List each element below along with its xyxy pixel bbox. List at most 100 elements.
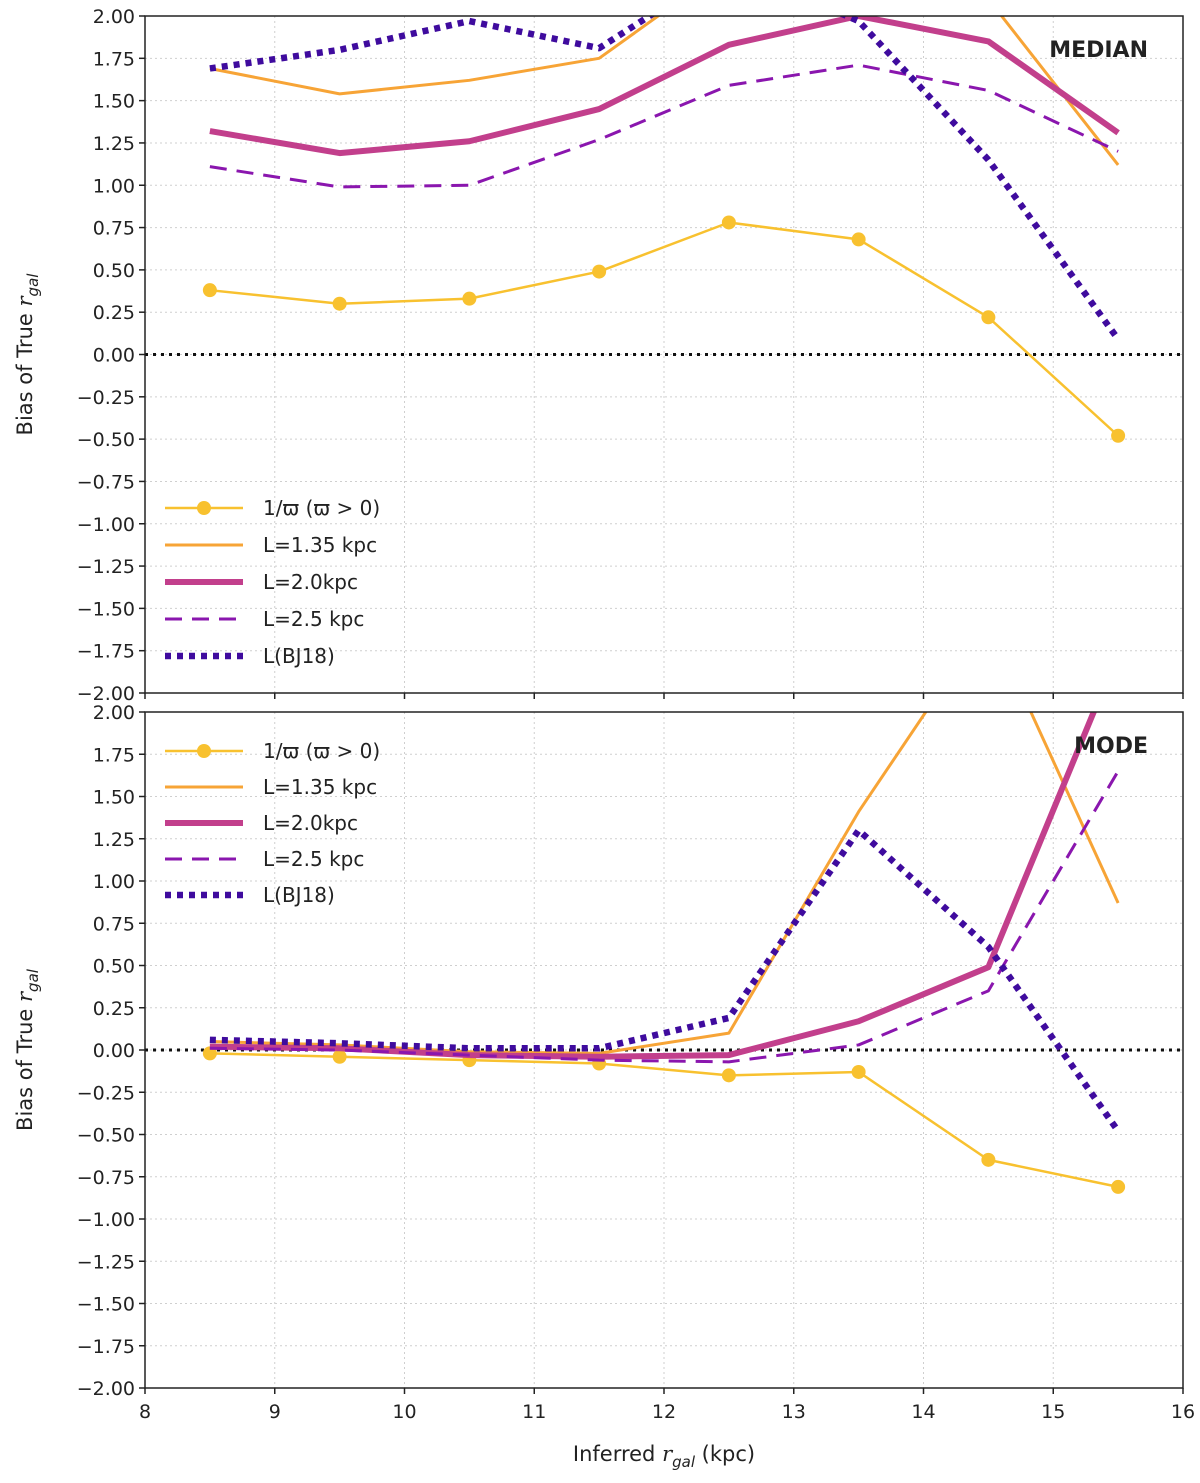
y-tick-label: 1.75 bbox=[93, 744, 135, 766]
legend-label-bj18: L(BJ18) bbox=[263, 883, 335, 907]
y-tick-label: 0.75 bbox=[93, 913, 135, 935]
mode-panel-label: MODE bbox=[1074, 734, 1148, 759]
x-tick-label: 8 bbox=[139, 1401, 151, 1423]
data-point-inv bbox=[1111, 428, 1126, 443]
mode-legend: 1/ϖ (ϖ > 0) L=1.35 kpc L=2.0kpc L=2.5 kpc L(… bbox=[165, 739, 380, 907]
median-series-layer bbox=[145, 16, 1183, 443]
y-tick-label: −0.25 bbox=[77, 387, 135, 409]
y-tick-label: −1.25 bbox=[77, 1251, 135, 1273]
legend-entry-l20: L=2.0kpc bbox=[165, 570, 358, 594]
mode-series-layer bbox=[145, 712, 1183, 1194]
x-tick-label: 9 bbox=[269, 1401, 281, 1423]
data-point-inv bbox=[592, 264, 607, 279]
series-line-l135 bbox=[209, 712, 1120, 1055]
legend-marker-inv bbox=[197, 501, 211, 515]
xlabel-variable: r bbox=[662, 1442, 674, 1466]
series-line-bj18 bbox=[209, 827, 1121, 1133]
xlabel-subscript: gal bbox=[672, 1453, 696, 1471]
ylabel-variable: r bbox=[13, 990, 37, 1002]
legend-entry-inv: 1/ϖ (ϖ > 0) bbox=[165, 739, 380, 763]
legend-entry-inv: 1/ϖ (ϖ > 0) bbox=[165, 496, 380, 520]
y-tick-label: 1.00 bbox=[93, 871, 135, 893]
legend-entry-l135: L=1.35 kpc bbox=[165, 533, 377, 557]
legend-label-bj18: L(BJ18) bbox=[263, 644, 335, 668]
x-tick-label: 10 bbox=[392, 1401, 416, 1423]
y-tick-label: −1.25 bbox=[77, 556, 135, 578]
y-tick-label: −1.50 bbox=[77, 598, 135, 620]
y-tick-label: 1.50 bbox=[93, 91, 135, 113]
data-point-inv bbox=[202, 1046, 217, 1061]
legend-entry-l25: L=2.5 kpc bbox=[165, 607, 364, 631]
mode-panel: −2.00 −1.75 −1.50 −1.25 −1.00 −0.75 −0.50 −0.25… bbox=[13, 702, 1195, 1423]
x-tick-label: 14 bbox=[911, 1401, 935, 1423]
legend-entry-bj18: L(BJ18) bbox=[165, 644, 335, 668]
legend-label-l135: L=1.35 kpc bbox=[263, 533, 377, 557]
y-tick-label: 1.75 bbox=[93, 48, 135, 70]
y-tick-label: 1.25 bbox=[93, 829, 135, 851]
y-tick-label: 0.25 bbox=[93, 302, 135, 324]
data-point-inv bbox=[721, 215, 736, 230]
y-tick-label: 0.25 bbox=[93, 998, 135, 1020]
xlabel-unit: (kpc) bbox=[695, 1442, 755, 1466]
data-point-inv bbox=[981, 1152, 996, 1167]
median-axis-ticks: −2.00 −1.75 −1.50 −1.25 −1.00 −0.75 −0.50 −0.25… bbox=[77, 6, 1184, 705]
legend-label-l20: L=2.0kpc bbox=[263, 811, 358, 835]
series-line-l135 bbox=[209, 16, 1120, 166]
median-panel: −2.00 −1.75 −1.50 −1.25 −1.00 −0.75 −0.50 −0.25… bbox=[13, 6, 1184, 705]
y-tick-label: 1.25 bbox=[93, 133, 135, 155]
y-tick-label: −0.25 bbox=[77, 1082, 135, 1104]
y-tick-label: 0.00 bbox=[93, 1040, 135, 1062]
series-line-l25 bbox=[209, 770, 1120, 1064]
median-legend: 1/ϖ (ϖ > 0) L=1.35 kpc L=2.0kpc L=2.5 kpc L(… bbox=[165, 496, 380, 668]
y-tick-label: 1.00 bbox=[93, 175, 135, 197]
data-point-inv bbox=[462, 291, 477, 306]
legend-entry-l135: L=1.35 kpc bbox=[165, 775, 377, 799]
y-tick-label: −1.00 bbox=[77, 514, 135, 536]
y-tick-label: −2.00 bbox=[77, 1378, 135, 1400]
data-point-inv bbox=[202, 283, 217, 298]
legend-label-l20: L=2.0kpc bbox=[263, 570, 358, 594]
ylabel-subscript: gal bbox=[24, 273, 42, 297]
legend-label-l25: L=2.5 kpc bbox=[263, 607, 364, 631]
legend-label-inv: 1/ϖ (ϖ > 0) bbox=[263, 496, 380, 520]
data-point-inv bbox=[332, 1049, 347, 1064]
y-tick-label: −0.50 bbox=[77, 429, 135, 451]
y-tick-label: 0.75 bbox=[93, 218, 135, 240]
x-tick-label: 11 bbox=[522, 1401, 546, 1423]
data-point-inv bbox=[1111, 1179, 1126, 1194]
legend-label-l25: L=2.5 kpc bbox=[263, 847, 364, 871]
legend-marker-inv bbox=[197, 744, 211, 758]
series-line-inv bbox=[209, 221, 1119, 437]
mode-axis-ticks: −2.00 −1.75 −1.50 −1.25 −1.00 −0.75 −0.50 −0.25… bbox=[77, 702, 1195, 1423]
ylabel-subscript: gal bbox=[24, 968, 42, 992]
legend-entry-l20: L=2.0kpc bbox=[165, 811, 358, 835]
legend-entry-l25: L=2.5 kpc bbox=[165, 847, 364, 871]
data-point-inv bbox=[851, 1064, 866, 1079]
y-tick-label: 0.50 bbox=[93, 956, 135, 978]
median-panel-label: MEDIAN bbox=[1049, 38, 1148, 63]
y-tick-label: 2.00 bbox=[93, 702, 135, 724]
x-tick-label: 16 bbox=[1171, 1401, 1195, 1423]
ylabel-variable: r bbox=[13, 295, 37, 307]
y-tick-label: −0.75 bbox=[77, 471, 135, 493]
y-tick-label: −1.50 bbox=[77, 1294, 135, 1316]
y-tick-label: −1.75 bbox=[77, 641, 135, 663]
x-tick-label: 13 bbox=[782, 1401, 806, 1423]
legend-label-l135: L=1.35 kpc bbox=[263, 775, 377, 799]
legend-entry-bj18: L(BJ18) bbox=[165, 883, 335, 907]
y-tick-label: 0.50 bbox=[93, 260, 135, 282]
y-tick-label: 0.00 bbox=[93, 345, 135, 367]
series-line-l25 bbox=[209, 63, 1119, 189]
series-line-inv bbox=[209, 1052, 1119, 1189]
legend-label-inv: 1/ϖ (ϖ > 0) bbox=[263, 739, 380, 763]
y-tick-label: −1.00 bbox=[77, 1209, 135, 1231]
data-point-inv bbox=[981, 310, 996, 325]
y-tick-label: −0.50 bbox=[77, 1125, 135, 1147]
series-line-l20 bbox=[209, 16, 1120, 157]
data-point-inv bbox=[721, 1068, 736, 1083]
data-point-inv bbox=[851, 232, 866, 247]
x-tick-label: 12 bbox=[652, 1401, 676, 1423]
x-tick-label: 15 bbox=[1041, 1401, 1065, 1423]
data-point-inv bbox=[332, 296, 347, 311]
